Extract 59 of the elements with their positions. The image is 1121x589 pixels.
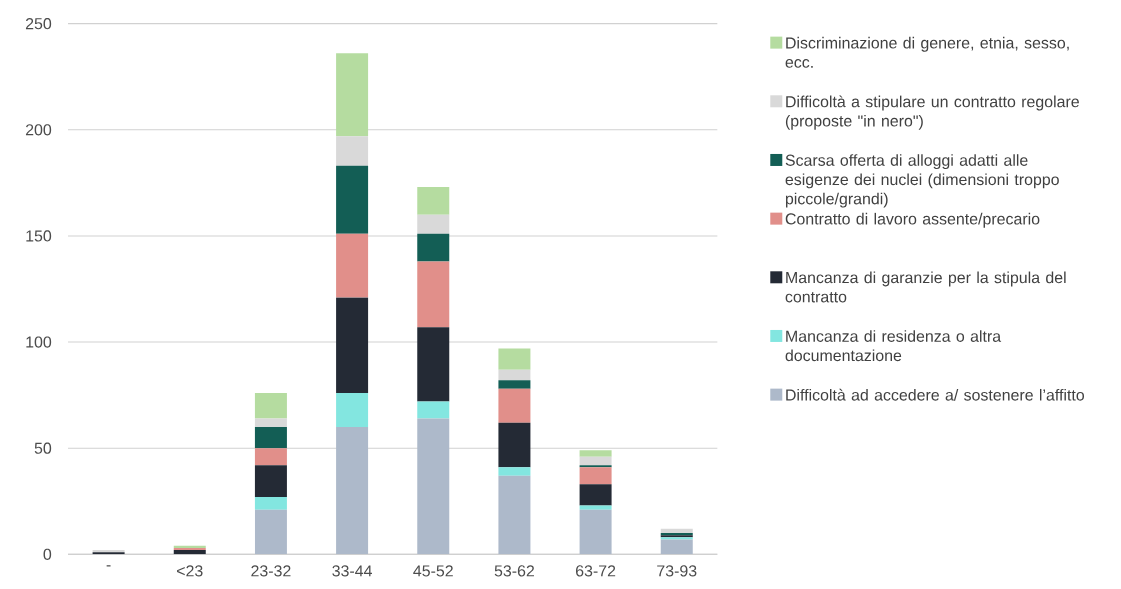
bar [417, 327, 450, 402]
legend-label: Mancanza di garanzie per la stipula del contratto [785, 271, 1066, 303]
bar [336, 392, 369, 427]
legend-label: Contratto di lavoro assente/precario [785, 212, 1040, 228]
bar [579, 484, 612, 506]
bar [254, 497, 287, 510]
y-tick-label: 250 [25, 18, 52, 30]
y-tick-label: 150 [26, 230, 52, 242]
bar [498, 388, 531, 423]
bar [173, 550, 206, 555]
bar [498, 369, 531, 381]
bar [254, 465, 287, 497]
bar [498, 422, 531, 468]
x-tick-label: 63-72 [576, 565, 616, 577]
x-tick-label: 33-44 [332, 565, 372, 577]
y-tick-label: 100 [26, 336, 52, 348]
bar [254, 448, 287, 466]
bar [498, 475, 531, 555]
bar [417, 214, 450, 234]
bar [579, 509, 612, 555]
bar [254, 418, 287, 427]
bar [336, 53, 369, 137]
bar [336, 426, 369, 555]
x-tick-label: - [106, 565, 111, 567]
legend-label: Scarsa offerta di alloggi adatti alle esigenze dei nuclei (dimensioni troppo piccole/grandi) [785, 154, 1059, 208]
bar [417, 233, 450, 262]
bar [417, 187, 450, 215]
bar [579, 450, 612, 457]
y-tick-label: 50 [34, 442, 52, 454]
bar [336, 297, 369, 393]
bar [254, 392, 287, 419]
x-tick-label: 73-93 [657, 565, 697, 577]
bar [579, 465, 612, 468]
legend-label: Mancanza di residenza o altra documentazione [785, 330, 1002, 362]
bar [254, 426, 287, 449]
x-tick-label: <23 [177, 565, 203, 577]
bar [498, 467, 531, 476]
legend-label: Difficoltà ad accedere a/ sostenere l’affitto [786, 388, 1085, 401]
x-tick-label: 23-32 [251, 565, 291, 577]
bar [579, 505, 612, 510]
bar [336, 165, 369, 234]
x-tick-label: 53-62 [494, 565, 534, 577]
y-tick-label: 200 [25, 124, 52, 136]
bar [660, 528, 693, 534]
bar [498, 348, 531, 370]
bar [417, 418, 450, 555]
y-tick-label: 0 [43, 548, 52, 560]
bar [660, 539, 693, 555]
bar [417, 401, 450, 419]
bar [336, 136, 369, 166]
bar [254, 509, 287, 555]
bar [336, 233, 369, 298]
x-tick-label: 45-52 [413, 565, 453, 577]
bar [417, 261, 450, 328]
bar [579, 456, 612, 466]
legend-label: Discriminazione di genere, etnia, sesso, ecc. [785, 36, 1069, 68]
bar [579, 467, 612, 485]
legend-label: Difficoltà a stipulare un contratto regolare (proposte "in nero") [785, 95, 1079, 130]
bar [498, 380, 531, 389]
